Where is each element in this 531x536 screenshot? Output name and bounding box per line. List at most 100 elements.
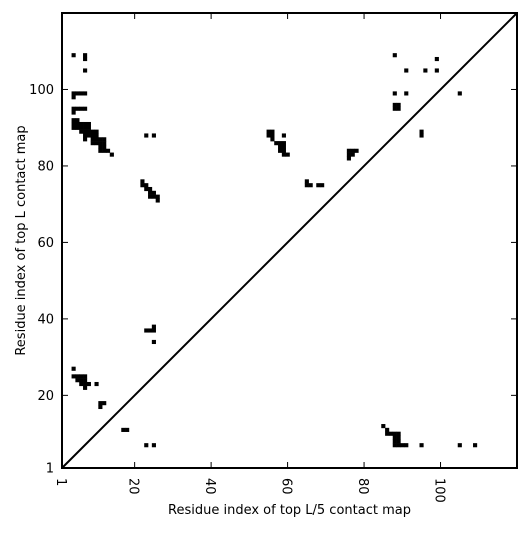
contact-cell bbox=[83, 129, 88, 134]
contact-cell bbox=[75, 121, 80, 127]
contact-cell bbox=[144, 183, 149, 188]
contact-cell bbox=[71, 118, 76, 123]
contact-cell bbox=[278, 141, 283, 146]
contact-cell bbox=[392, 106, 397, 111]
contact-cell bbox=[392, 439, 397, 444]
contact-cell bbox=[396, 106, 401, 111]
contact-cell bbox=[79, 125, 84, 130]
contact-cell bbox=[86, 129, 91, 134]
contact-cell bbox=[79, 374, 84, 379]
contact-cell bbox=[71, 106, 76, 111]
contact-cell bbox=[392, 431, 397, 436]
contact-cell bbox=[75, 378, 80, 383]
contact-cell bbox=[396, 102, 401, 107]
contact-cell bbox=[102, 148, 107, 153]
contact-cell bbox=[396, 439, 401, 444]
contact-cells bbox=[71, 53, 478, 448]
x-tick-label: 20 bbox=[126, 478, 141, 495]
contact-cell bbox=[457, 443, 462, 448]
contact-cell bbox=[71, 110, 76, 115]
contact-cell bbox=[473, 443, 478, 448]
contact-cell bbox=[109, 152, 114, 157]
contact-cell bbox=[346, 148, 351, 153]
contact-cell bbox=[71, 121, 76, 127]
contact-cell bbox=[270, 129, 275, 134]
contact-cell bbox=[274, 141, 279, 146]
contact-cell bbox=[102, 144, 107, 150]
contact-cell bbox=[75, 125, 80, 130]
contact-cell bbox=[281, 148, 286, 153]
contact-cell bbox=[98, 148, 103, 153]
contact-cell bbox=[83, 106, 88, 111]
contact-cell bbox=[457, 91, 462, 96]
contact-cell bbox=[270, 137, 275, 142]
contact-cell bbox=[423, 68, 428, 73]
contact-cell bbox=[151, 328, 156, 333]
contact-cell bbox=[125, 427, 130, 432]
contact-cell bbox=[79, 106, 84, 111]
x-tick-label: 1 bbox=[53, 478, 68, 486]
contact-cell bbox=[419, 129, 424, 134]
contact-cell bbox=[151, 194, 156, 199]
x-axis-label: Residue index of top L/5 contact map bbox=[168, 503, 411, 518]
contact-cell bbox=[102, 141, 107, 146]
contact-cell bbox=[83, 137, 88, 142]
contact-cell bbox=[392, 435, 397, 440]
contact-cell bbox=[79, 378, 84, 383]
contact-cell bbox=[94, 129, 99, 134]
contact-cell bbox=[79, 381, 84, 387]
contact-cell bbox=[400, 443, 405, 448]
contact-cell bbox=[308, 183, 313, 188]
contact-cell bbox=[404, 443, 409, 448]
contact-cell bbox=[278, 148, 283, 153]
contact-cell bbox=[75, 91, 80, 96]
contact-cell bbox=[155, 194, 160, 199]
contact-cell bbox=[354, 148, 359, 153]
plot-frame bbox=[61, 12, 518, 469]
contact-cell bbox=[71, 53, 76, 58]
contact-cell bbox=[281, 141, 286, 146]
y-tick-label: 40 bbox=[37, 312, 54, 327]
contact-cell bbox=[102, 137, 107, 142]
contact-cell bbox=[392, 102, 397, 107]
contact-cell bbox=[388, 431, 394, 436]
contact-cell bbox=[434, 68, 439, 73]
y-axis-label: Residue index of top L contact map bbox=[14, 125, 29, 355]
contact-cell bbox=[144, 186, 149, 192]
contact-cell bbox=[83, 125, 88, 130]
contact-cell bbox=[151, 339, 156, 345]
contact-cell bbox=[385, 431, 390, 436]
contact-cell bbox=[151, 443, 156, 448]
contact-cell bbox=[392, 443, 397, 448]
contact-cell bbox=[396, 431, 401, 436]
contact-cell bbox=[79, 91, 84, 96]
contact-cell bbox=[419, 443, 424, 448]
contact-cell bbox=[320, 183, 325, 188]
contact-cell bbox=[98, 401, 103, 406]
y-tick-label: 20 bbox=[37, 389, 54, 404]
contact-cell bbox=[155, 198, 160, 203]
contact-cell bbox=[71, 374, 76, 379]
contact-cell bbox=[86, 121, 91, 127]
contact-cell bbox=[396, 435, 401, 440]
contact-cell bbox=[151, 190, 156, 195]
contact-cell bbox=[346, 152, 351, 157]
contact-cell bbox=[140, 183, 145, 188]
contact-cell bbox=[281, 144, 286, 150]
x-tick-label: 100 bbox=[432, 478, 447, 503]
contact-cell bbox=[121, 427, 126, 432]
contact-cell bbox=[98, 144, 103, 150]
contact-cell bbox=[346, 156, 351, 161]
contact-cell bbox=[98, 141, 103, 146]
contact-cell bbox=[86, 125, 91, 130]
contact-cell bbox=[90, 137, 95, 142]
contact-cell bbox=[90, 141, 95, 146]
contact-cell bbox=[94, 381, 99, 387]
contact-cell bbox=[281, 152, 286, 157]
x-tick-label: 40 bbox=[202, 478, 217, 495]
contact-cell bbox=[105, 148, 111, 153]
x-tick-label: 80 bbox=[355, 478, 370, 495]
contact-cell bbox=[392, 53, 397, 58]
